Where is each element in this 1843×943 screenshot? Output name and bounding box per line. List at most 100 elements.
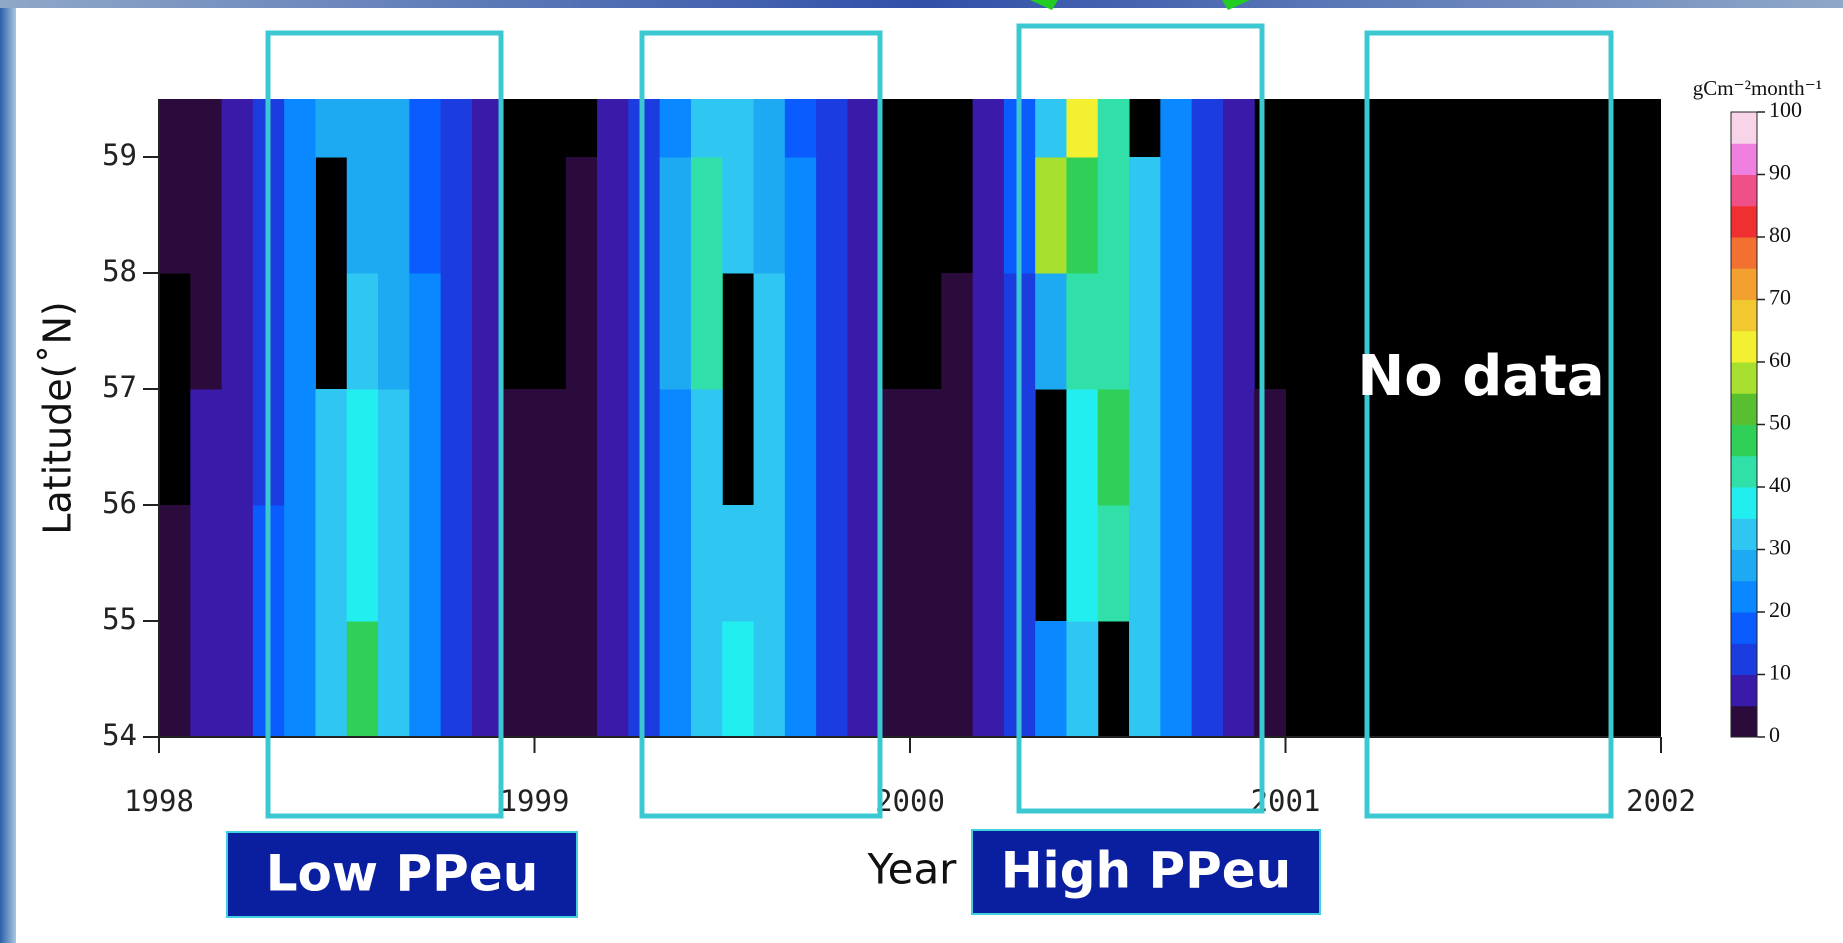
y-tick-label: 56 bbox=[102, 486, 137, 520]
y-tick-label: 55 bbox=[102, 602, 137, 636]
heat-cell bbox=[284, 389, 316, 506]
y-tick-label: 57 bbox=[102, 370, 137, 404]
heat-cell bbox=[660, 621, 692, 738]
heat-cell bbox=[660, 157, 692, 274]
heat-cell bbox=[597, 99, 629, 158]
heat-cell bbox=[1192, 99, 1224, 158]
heat-cell bbox=[284, 505, 316, 622]
heat-cell bbox=[315, 621, 347, 738]
heat-cell bbox=[1223, 99, 1255, 158]
heat-cell bbox=[847, 621, 879, 738]
heat-cell bbox=[441, 273, 473, 390]
heat-cell bbox=[566, 505, 598, 622]
colorbar-tick-label: 70 bbox=[1769, 285, 1791, 310]
heat-cell bbox=[973, 273, 1005, 390]
heat-cell bbox=[754, 389, 786, 506]
heat-cell bbox=[409, 621, 441, 738]
heat-cell bbox=[941, 273, 973, 390]
heat-cell bbox=[847, 389, 879, 506]
colorbar-swatch bbox=[1731, 175, 1757, 207]
heat-cell bbox=[754, 157, 786, 274]
heat-cell bbox=[190, 621, 222, 738]
heat-cell bbox=[1160, 273, 1192, 390]
heat-cell bbox=[190, 99, 222, 158]
heat-cell bbox=[660, 505, 692, 622]
colorbar-swatch bbox=[1731, 675, 1757, 707]
heat-cell bbox=[284, 157, 316, 274]
heat-cell bbox=[1129, 157, 1161, 274]
heat-cell bbox=[1223, 157, 1255, 274]
heat-cell bbox=[1066, 99, 1098, 158]
heat-cell bbox=[1223, 505, 1255, 622]
heat-cell bbox=[597, 389, 629, 506]
x-tick-label: 2002 bbox=[1626, 784, 1696, 818]
heat-cell bbox=[378, 273, 410, 390]
colorbar-swatch bbox=[1731, 237, 1757, 269]
heat-cell bbox=[409, 389, 441, 506]
heat-cell bbox=[347, 99, 379, 158]
heat-cell bbox=[222, 157, 254, 274]
heat-cell bbox=[1066, 621, 1098, 738]
heat-cell bbox=[847, 157, 879, 274]
heat-cell bbox=[378, 621, 410, 738]
heat-cell bbox=[754, 99, 786, 158]
heat-cell bbox=[409, 505, 441, 622]
high-label: High PPeu bbox=[1001, 842, 1292, 900]
heat-cell bbox=[535, 505, 567, 622]
heat-cell bbox=[973, 505, 1005, 622]
heat-cell bbox=[535, 621, 567, 738]
heat-cell bbox=[1035, 273, 1067, 390]
colorbar-swatch bbox=[1731, 581, 1757, 613]
heat-cell bbox=[284, 99, 316, 158]
heat-cell bbox=[879, 621, 911, 738]
no-data-label: No data bbox=[1357, 344, 1604, 409]
heat-cell bbox=[441, 505, 473, 622]
heat-cell bbox=[1192, 505, 1224, 622]
heat-cell bbox=[847, 505, 879, 622]
heat-cell bbox=[378, 389, 410, 506]
heat-cell bbox=[660, 273, 692, 390]
y-axis-label: Latitude(˚N) bbox=[36, 301, 80, 534]
colorbar-tick-label: 50 bbox=[1769, 410, 1791, 435]
heat-cell bbox=[941, 389, 973, 506]
heat-cell bbox=[222, 621, 254, 738]
heat-cell bbox=[1066, 505, 1098, 622]
colorbar-swatch bbox=[1731, 331, 1757, 363]
heat-cell bbox=[910, 389, 942, 506]
x-tick-label: 1999 bbox=[500, 784, 570, 818]
colorbar-swatch bbox=[1731, 456, 1757, 488]
y-tick-label: 54 bbox=[102, 718, 137, 752]
low-label: Low PPeu bbox=[266, 845, 539, 903]
heat-cell bbox=[847, 273, 879, 390]
heat-cell bbox=[1192, 157, 1224, 274]
heat-cell bbox=[441, 389, 473, 506]
heat-cell bbox=[409, 99, 441, 158]
heat-cell bbox=[441, 99, 473, 158]
heat-cell bbox=[754, 505, 786, 622]
heat-cell bbox=[378, 157, 410, 274]
x-tick-label: 1998 bbox=[124, 784, 194, 818]
heat-cell bbox=[347, 157, 379, 274]
heat-cell bbox=[1160, 505, 1192, 622]
heat-cell bbox=[754, 273, 786, 390]
heat-cell bbox=[315, 99, 347, 158]
heat-cell bbox=[566, 157, 598, 274]
colorbar-swatch bbox=[1731, 143, 1757, 175]
heat-cell bbox=[1160, 157, 1192, 274]
heat-cell bbox=[1160, 389, 1192, 506]
heat-cell bbox=[1254, 505, 1286, 622]
heat-cell bbox=[1035, 157, 1067, 274]
heat-cell bbox=[1192, 621, 1224, 738]
heat-cell bbox=[973, 99, 1005, 158]
colorbar-tick-label: 90 bbox=[1769, 160, 1791, 185]
heat-cell bbox=[879, 505, 911, 622]
heat-cell bbox=[1254, 389, 1286, 506]
heat-cell bbox=[785, 273, 817, 390]
heat-cell bbox=[597, 505, 629, 622]
colorbar-tick-label: 40 bbox=[1769, 472, 1791, 497]
heat-cell bbox=[879, 389, 911, 506]
heat-cell bbox=[847, 99, 879, 158]
heat-cell bbox=[785, 389, 817, 506]
colorbar-swatch bbox=[1731, 206, 1757, 238]
heat-cell bbox=[315, 389, 347, 506]
